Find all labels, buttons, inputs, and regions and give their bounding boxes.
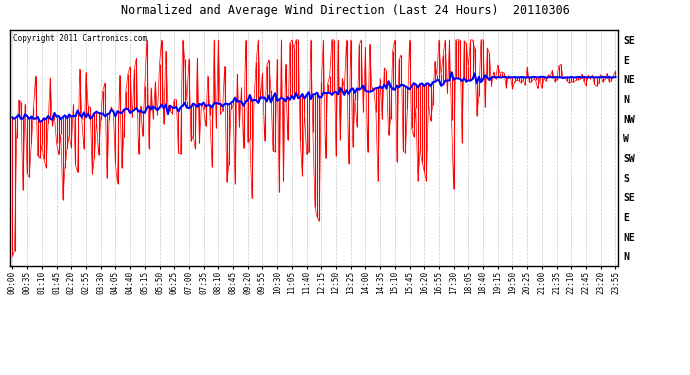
Text: Normalized and Average Wind Direction (Last 24 Hours)  20110306: Normalized and Average Wind Direction (L… bbox=[121, 4, 569, 17]
Text: Copyright 2011 Cartronics.com: Copyright 2011 Cartronics.com bbox=[13, 33, 148, 42]
